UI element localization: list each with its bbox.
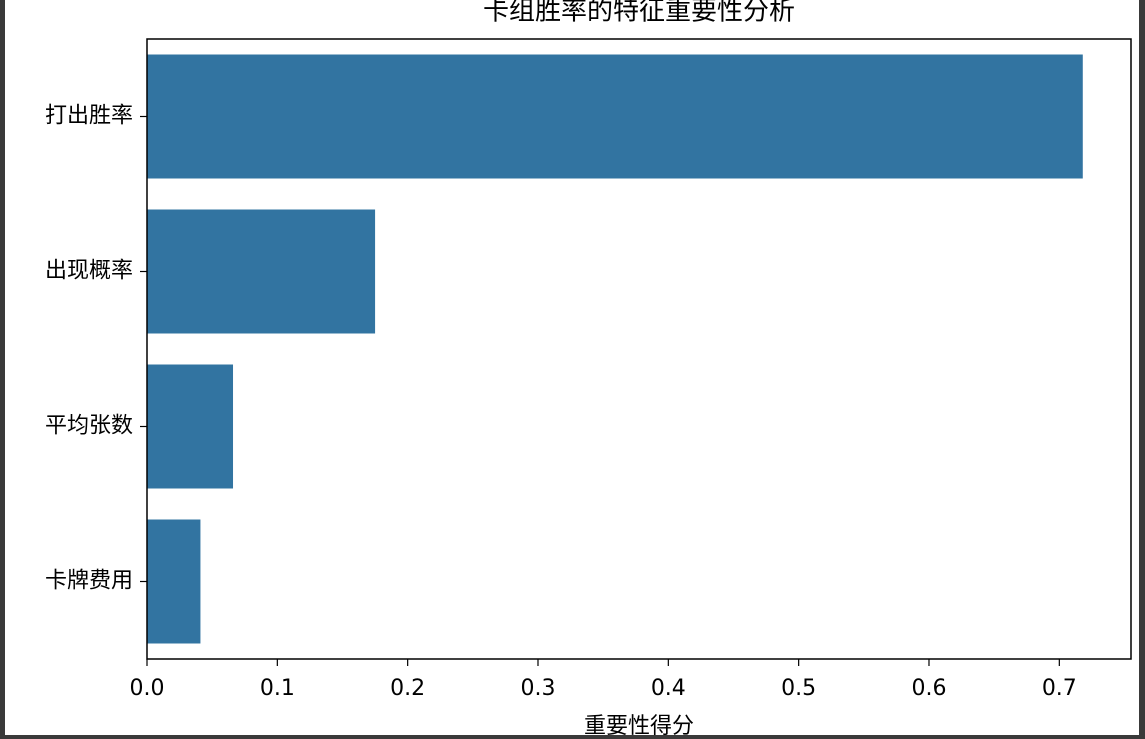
x-tick-label: 0.6 (911, 676, 946, 701)
y-tick-label: 出现概率 (45, 259, 133, 284)
chart-title: 卡组胜率的特征重要性分析 (483, 0, 795, 27)
x-tick-label: 0.3 (520, 676, 555, 701)
y-tick-label: 打出胜率 (45, 104, 133, 129)
y-tick-label: 平均张数 (45, 414, 133, 439)
bar (147, 209, 376, 334)
y-tick-label: 卡牌费用 (45, 569, 133, 594)
x-tick-label: 0.4 (651, 676, 686, 701)
x-tick-label: 0.1 (260, 676, 295, 701)
bar (147, 364, 234, 489)
x-tick-label: 0.0 (130, 676, 165, 701)
window-edge (1139, 0, 1145, 739)
bar (147, 54, 1083, 179)
window-edge (0, 0, 5, 739)
plot-frame (146, 38, 1132, 660)
window-edge (0, 735, 1145, 739)
x-tick-label: 0.2 (390, 676, 425, 701)
bar (147, 519, 201, 644)
x-axis-label: 重要性得分 (584, 714, 694, 739)
x-tick-label: 0.5 (781, 676, 816, 701)
x-tick-label: 0.7 (1042, 676, 1077, 701)
